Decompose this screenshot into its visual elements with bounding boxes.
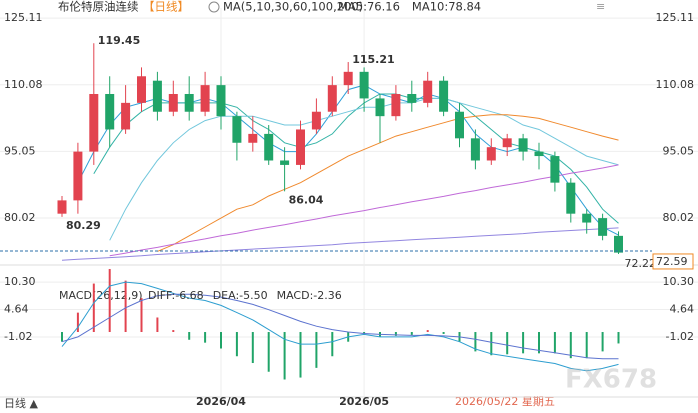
candle-body (184, 93, 194, 112)
candle-body (200, 85, 210, 112)
candle-body (470, 138, 480, 161)
candle-body (391, 93, 401, 117)
macd-tick-label-right: 10.30 (663, 275, 695, 288)
macd-tick-label: 10.30 (4, 275, 36, 288)
ma-toggle[interactable]: ≡ (596, 0, 605, 13)
candle-body (216, 85, 226, 117)
macd-tick-label-right: -1.02 (666, 330, 694, 343)
x-tick-label: 2026/05 (339, 395, 389, 408)
y-tick-label: 125.11 (4, 11, 43, 24)
dif-line (61, 281, 619, 372)
chart-title: 布伦特原油连续 (58, 0, 139, 14)
candle-body (168, 93, 178, 112)
y-tick-label-right: 125.11 (656, 11, 695, 24)
current-date: 2026/05/22 星期五 (455, 395, 555, 408)
ma-line (109, 164, 619, 257)
period[interactable]: 【日线】 (143, 0, 189, 14)
period-footer[interactable]: 日线 ▲ (4, 396, 38, 410)
y-tick-label-right: 110.08 (656, 78, 695, 91)
last-close-label: 72.22 (625, 257, 657, 270)
candle-body (137, 76, 146, 103)
candle-body (534, 151, 544, 157)
y-tick-label: 80.02 (4, 211, 36, 224)
settings-icon[interactable] (208, 1, 220, 13)
candle-body (121, 102, 131, 130)
y-tick-label-right: 80.02 (663, 211, 695, 224)
candle-body (566, 182, 576, 214)
candle-body (343, 71, 353, 86)
candle-body (89, 93, 99, 152)
ma-line (61, 227, 619, 261)
candle-body (359, 71, 369, 99)
low-label: 86.04 (289, 193, 324, 206)
macd-legend: MACD:-2.36 (277, 289, 342, 302)
candle-body (327, 85, 337, 112)
candle-body (614, 235, 623, 253)
candle-body (455, 111, 464, 139)
macd-tick-label: -1.02 (4, 330, 32, 343)
y-tick-label-right: 95.05 (663, 144, 695, 157)
y-tick-label: 95.05 (4, 144, 36, 157)
candle-body (73, 151, 83, 201)
macd-tick-label: 4.64 (4, 303, 29, 316)
candle-body (502, 138, 512, 148)
macd-legend: DEA:-5.50 (213, 289, 268, 302)
high-label: 119.45 (98, 34, 140, 47)
legend-entry: MA5:76.16 (338, 0, 400, 14)
low-label: 80.29 (66, 219, 101, 232)
price-tag-box (652, 253, 694, 270)
candle-body (407, 93, 417, 103)
ma-line (157, 114, 619, 252)
candle-body (296, 129, 305, 165)
candle-body (264, 133, 274, 161)
candle-body (582, 213, 592, 223)
candle-body (152, 80, 162, 112)
x-tick-label: 2026/04 (196, 395, 246, 408)
candle-body (105, 93, 115, 130)
dea-line (61, 293, 619, 360)
candle-body (248, 133, 258, 143)
candle-body (439, 80, 449, 112)
candle-body (550, 156, 560, 183)
legend-entry: MA10:78.84 (412, 0, 481, 14)
candle-body (311, 111, 321, 130)
macd-tick-label-right: 4.64 (670, 303, 695, 316)
candle-body (232, 116, 242, 143)
y-tick-label: 110.08 (4, 78, 43, 91)
candle-body (423, 80, 433, 103)
candle-body (598, 218, 608, 236)
high-label: 115.21 (352, 53, 394, 66)
candle-body (57, 200, 67, 214)
candle-body (280, 160, 290, 165)
candle-body (486, 147, 496, 161)
candle-body (518, 138, 528, 152)
price-tag: 72.59 (656, 255, 688, 268)
candle-body (375, 98, 385, 117)
watermark: FX678 (565, 365, 657, 395)
ma-header: MA(5,10,30,60,100,200) (223, 0, 363, 14)
macd-legend: DIFF:-6.68 (148, 289, 204, 302)
